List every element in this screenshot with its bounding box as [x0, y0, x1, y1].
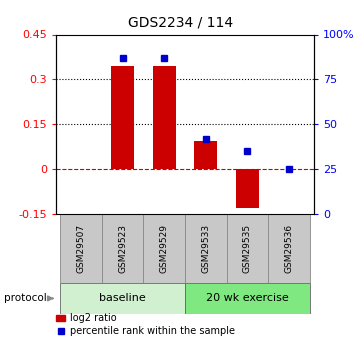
Text: GSM29523: GSM29523: [118, 224, 127, 273]
Bar: [236, 169, 259, 208]
Bar: [60, 214, 102, 283]
Text: baseline: baseline: [99, 294, 146, 303]
Bar: [185, 283, 310, 314]
Bar: [60, 283, 185, 314]
Bar: [227, 214, 268, 283]
Text: protocol: protocol: [4, 294, 46, 303]
Text: GSM29535: GSM29535: [243, 224, 252, 273]
Text: GSM29536: GSM29536: [284, 224, 293, 273]
Bar: [143, 214, 185, 283]
Bar: [111, 66, 134, 169]
Text: GDS2234 / 114: GDS2234 / 114: [128, 16, 233, 30]
Text: GSM29507: GSM29507: [77, 224, 86, 273]
Text: GSM29529: GSM29529: [160, 224, 169, 273]
Bar: [102, 214, 143, 283]
Bar: [185, 214, 227, 283]
Bar: [153, 66, 176, 169]
Text: GSM29533: GSM29533: [201, 224, 210, 273]
Bar: [194, 141, 217, 169]
Text: 20 wk exercise: 20 wk exercise: [206, 294, 289, 303]
Legend: log2 ratio, percentile rank within the sample: log2 ratio, percentile rank within the s…: [52, 309, 239, 340]
Bar: [268, 214, 310, 283]
